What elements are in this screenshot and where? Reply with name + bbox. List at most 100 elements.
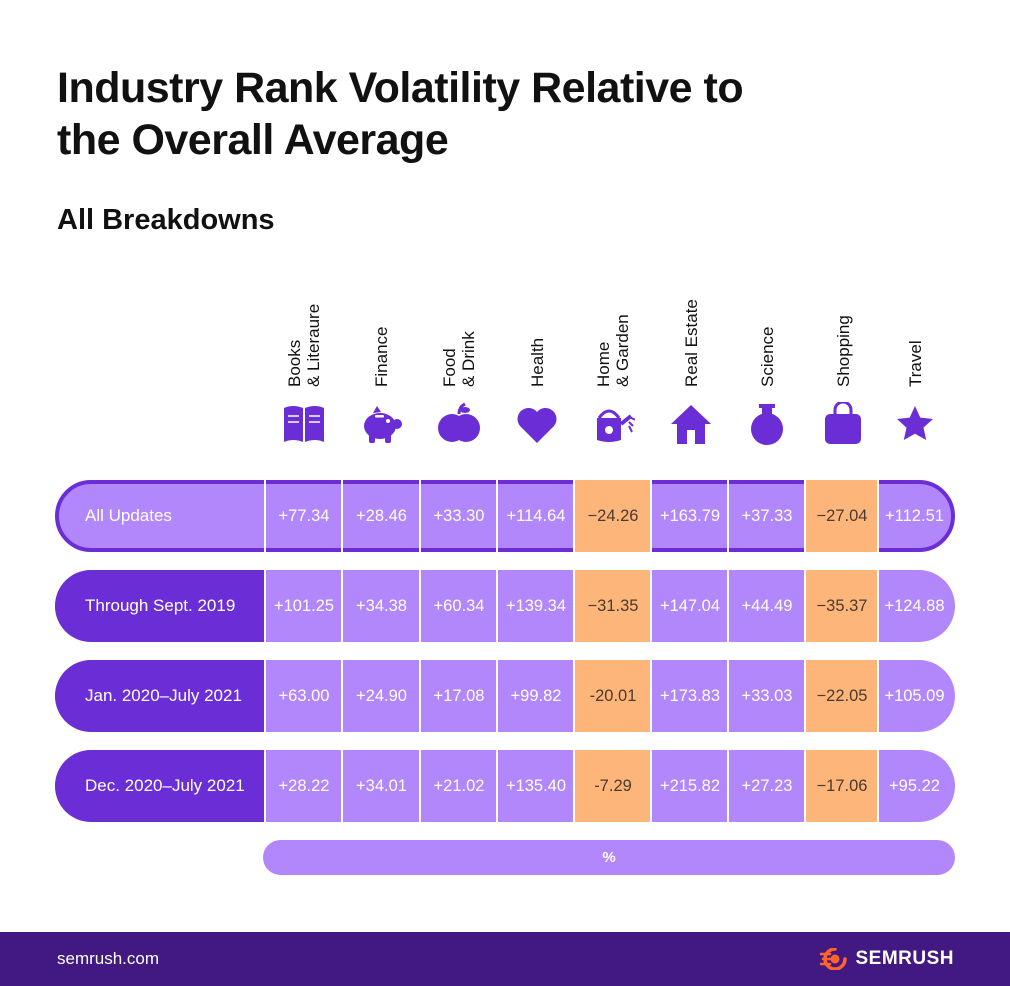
- cell-divider: [496, 570, 498, 642]
- cell-divider: [650, 750, 652, 822]
- table-cell: +135.40: [505, 777, 567, 795]
- table-cell: +147.04: [659, 597, 721, 615]
- table-cell: +60.34: [433, 597, 485, 615]
- table-cell: +173.83: [659, 687, 721, 705]
- table-cell: +34.38: [356, 597, 407, 615]
- table-cell: +33.30: [433, 507, 485, 525]
- column-label: Home & Garden: [594, 285, 694, 387]
- cell-divider: [727, 660, 729, 732]
- footer: semrush.com SEMRUSH: [0, 932, 1010, 986]
- cell-divider: [419, 660, 421, 732]
- cell-divider: [496, 480, 498, 552]
- cell-divider: [264, 750, 266, 822]
- table-cell: −31.35: [575, 570, 651, 642]
- column-label-text: Real Estate: [681, 299, 701, 387]
- column-label-text: Books & Literaure: [285, 303, 323, 387]
- cell-divider: [727, 750, 729, 822]
- column-label: Books & Literaure: [285, 285, 385, 387]
- cell-divider: [650, 570, 652, 642]
- cell-divider: [650, 480, 652, 552]
- cell-divider: [264, 480, 266, 552]
- table-cell: −17.06: [806, 750, 878, 822]
- column-label-text: Food & Drink: [440, 331, 478, 387]
- book-icon: [284, 406, 324, 442]
- cell-divider: [341, 480, 343, 552]
- cell-divider: [804, 660, 806, 732]
- table-cell: +37.33: [741, 507, 793, 525]
- table-cell: +112.51: [885, 507, 944, 525]
- cell-divider: [496, 660, 498, 732]
- table-cell: +163.79: [659, 507, 721, 525]
- cell-divider: [804, 480, 806, 552]
- footer-url[interactable]: semrush.com: [57, 949, 160, 968]
- cell-divider: [264, 660, 266, 732]
- apple-icon: [438, 402, 480, 442]
- cell-divider: [419, 570, 421, 642]
- watering-can-icon: [597, 409, 635, 442]
- column-label-text: Shopping: [833, 315, 853, 387]
- table-cell: +33.03: [741, 687, 793, 705]
- cell-divider: [650, 660, 652, 732]
- cell-divider: [804, 750, 806, 822]
- shopping-bag-icon: [825, 402, 861, 444]
- semrush-flame-icon: [820, 948, 848, 970]
- cell-divider: [341, 750, 343, 822]
- column-label-text: Home & Garden: [594, 314, 632, 387]
- row-label: All Updates: [85, 506, 172, 525]
- cell-divider: [496, 750, 498, 822]
- star-icon: [897, 406, 933, 440]
- column-label-text: Finance: [371, 326, 391, 387]
- cell-divider: [877, 750, 879, 822]
- table-row: All Updates +77.34 +28.46 +33.30 +114.64 −24.…: [55, 480, 955, 552]
- row-label: Jan. 2020–July 2021: [85, 686, 242, 705]
- table-cell: +101.25: [273, 597, 335, 615]
- house-icon: [671, 405, 711, 444]
- table-cell: +215.82: [659, 777, 721, 795]
- heart-icon: [517, 407, 557, 443]
- cell-divider: [727, 480, 729, 552]
- table-cell: +28.22: [278, 777, 330, 795]
- flask-icon: [751, 404, 783, 445]
- table-cell: -20.01: [575, 660, 651, 732]
- table-cell: +27.23: [741, 777, 793, 795]
- table-cell: +21.02: [433, 777, 485, 795]
- table-cell: −22.05: [806, 660, 878, 732]
- row-label: Dec. 2020–July 2021: [85, 776, 245, 795]
- table-cell: +124.88: [884, 597, 945, 615]
- table-cell: +63.00: [278, 687, 330, 705]
- row-label: Through Sept. 2019: [85, 596, 236, 615]
- table-cell: +34.01: [356, 777, 407, 795]
- cell-divider: [573, 480, 575, 552]
- table-cell: +28.46: [356, 507, 407, 525]
- column-label: Food & Drink: [440, 285, 540, 387]
- table-cell: +24.90: [356, 687, 407, 705]
- row-label-background: [55, 750, 265, 822]
- chart-subtitle: All Breakdowns: [57, 204, 275, 236]
- cell-divider: [877, 480, 879, 552]
- cell-divider: [727, 570, 729, 642]
- row-label-background: [55, 660, 265, 732]
- table-cell: −27.04: [806, 480, 878, 552]
- table-cell: +77.34: [278, 507, 330, 525]
- table-row: Dec. 2020–July 2021 +28.22 +34.01 +21.02 +13…: [55, 750, 955, 822]
- table-row: Jan. 2020–July 2021 +63.00 +24.90 +17.08 +99…: [55, 660, 955, 732]
- table-cell: −24.26: [575, 480, 651, 552]
- table-cell: +44.49: [741, 597, 793, 615]
- table-cell: +105.09: [884, 687, 945, 705]
- cell-divider: [877, 660, 879, 732]
- column-label: Travel: [906, 285, 1006, 387]
- cell-divider: [264, 570, 266, 642]
- table-row: Through Sept. 2019 +101.25 +34.38 +60.34 +13…: [55, 570, 955, 642]
- column-label-text: Travel: [905, 340, 925, 387]
- table-cell: +114.64: [506, 507, 566, 525]
- table-cell: -7.29: [575, 750, 651, 822]
- cell-divider: [341, 660, 343, 732]
- piggy-bank-icon: [364, 406, 402, 443]
- semrush-logo: SEMRUSH: [819, 932, 954, 986]
- table-cell: +139.34: [505, 597, 567, 615]
- column-label-text: Health: [527, 337, 547, 387]
- cell-divider: [877, 570, 879, 642]
- row-label-background: [55, 570, 265, 642]
- table-cell: +17.08: [433, 687, 485, 705]
- cell-divider: [341, 570, 343, 642]
